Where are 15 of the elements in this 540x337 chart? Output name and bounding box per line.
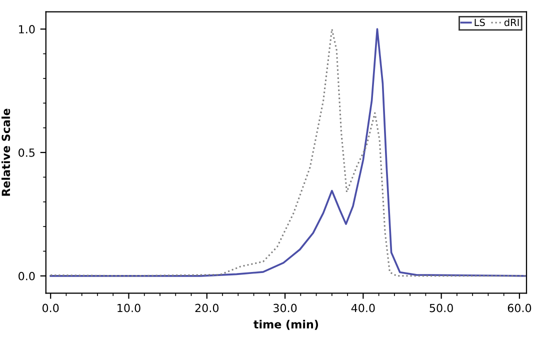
y-tick-label: 0.5 [18, 148, 35, 157]
line-series [50, 28, 526, 277]
legend-label: LS [474, 18, 485, 26]
x-tick-label: 60.0 [508, 304, 532, 312]
x-tick-label: 20.0 [195, 304, 219, 312]
y-tick-label: 1.0 [19, 25, 35, 34]
x-tick-label: 40.0 [351, 304, 375, 312]
y-axis-title: Relative Scale [2, 108, 10, 196]
x-tick-label: 0.0 [42, 304, 59, 312]
x-tick-label: 10.0 [118, 304, 140, 312]
legend-label: dRI [504, 18, 519, 26]
x-tick-label: 30.0 [274, 304, 297, 312]
x-tick-label: 50.0 [430, 304, 453, 312]
x-axis-title: time (min) [254, 320, 318, 330]
y-tick-label: 0.0 [18, 272, 35, 280]
